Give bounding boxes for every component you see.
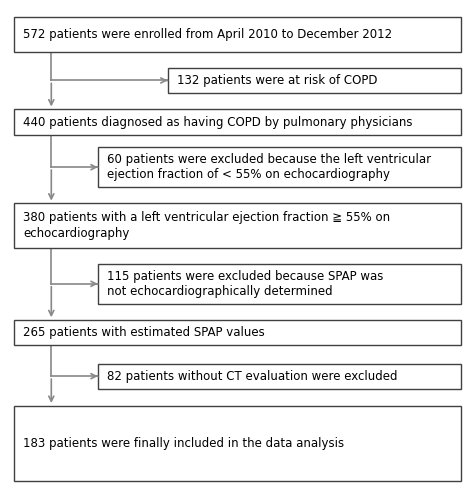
FancyBboxPatch shape (98, 364, 461, 388)
Text: 265 patients with estimated SPAP values: 265 patients with estimated SPAP values (23, 326, 265, 339)
FancyBboxPatch shape (14, 204, 461, 248)
Text: 183 patients were finally included in the data analysis: 183 patients were finally included in th… (23, 437, 344, 450)
Text: 440 patients diagnosed as having COPD by pulmonary physicians: 440 patients diagnosed as having COPD by… (23, 116, 413, 128)
FancyBboxPatch shape (98, 264, 461, 304)
Text: 60 patients were excluded because the left ventricular
ejection fraction of < 55: 60 patients were excluded because the le… (107, 153, 431, 181)
FancyBboxPatch shape (168, 68, 461, 93)
FancyBboxPatch shape (14, 17, 461, 51)
FancyBboxPatch shape (14, 110, 461, 135)
Text: 380 patients with a left ventricular ejection fraction ≧ 55% on
echocardiography: 380 patients with a left ventricular eje… (23, 212, 390, 240)
Text: 132 patients were at risk of COPD: 132 patients were at risk of COPD (177, 74, 378, 87)
Text: 115 patients were excluded because SPAP was
not echocardiographically determined: 115 patients were excluded because SPAP … (107, 270, 383, 298)
FancyBboxPatch shape (14, 406, 461, 481)
FancyBboxPatch shape (98, 147, 461, 188)
Text: 572 patients were enrolled from April 2010 to December 2012: 572 patients were enrolled from April 20… (23, 28, 392, 41)
Text: 82 patients without CT evaluation were excluded: 82 patients without CT evaluation were e… (107, 370, 398, 382)
FancyBboxPatch shape (14, 320, 461, 344)
